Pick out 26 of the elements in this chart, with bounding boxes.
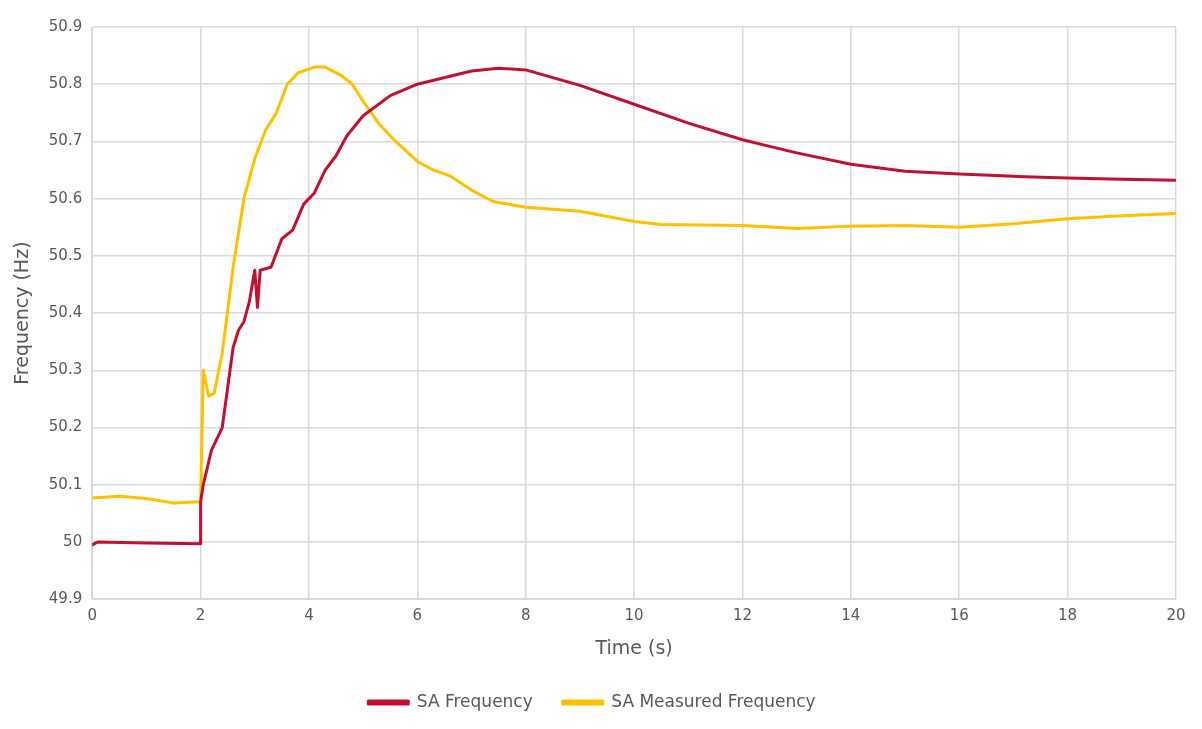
y-axis-title: Frequency (Hz) [10, 241, 33, 385]
legend-label: SA Frequency [416, 690, 533, 711]
x-tick-label: 14 [841, 606, 861, 625]
x-tick-label: 2 [195, 606, 206, 625]
y-tick-label: 50.1 [48, 474, 83, 493]
y-tick-label: 50.2 [48, 417, 83, 436]
x-tick-label: 0 [87, 606, 97, 625]
y-tick-label: 50.6 [48, 188, 83, 207]
y-tick-label: 50.3 [48, 360, 83, 379]
y-tick-label: 50.7 [48, 131, 83, 150]
y-tick-label: 49.9 [48, 589, 83, 608]
x-tick-label: 16 [949, 606, 969, 625]
x-tick-label: 10 [624, 606, 644, 625]
x-tick-label: 4 [304, 606, 314, 625]
y-tick-label: 50.9 [48, 16, 83, 35]
y-tick-label: 50.8 [48, 74, 83, 93]
y-tick-label: 50 [63, 531, 83, 550]
y-tick-label: 50.4 [48, 302, 83, 321]
y-tick-label: 50.5 [48, 245, 83, 264]
x-tick-label: 18 [1058, 606, 1078, 625]
x-tick-label: 8 [520, 606, 531, 625]
x-axis-title: Time (s) [594, 635, 673, 658]
x-tick-label: 20 [1166, 606, 1186, 625]
x-tick-label: 6 [412, 606, 423, 625]
legend-label: SA Measured Frequency [611, 690, 816, 711]
x-tick-label: 12 [732, 606, 753, 625]
